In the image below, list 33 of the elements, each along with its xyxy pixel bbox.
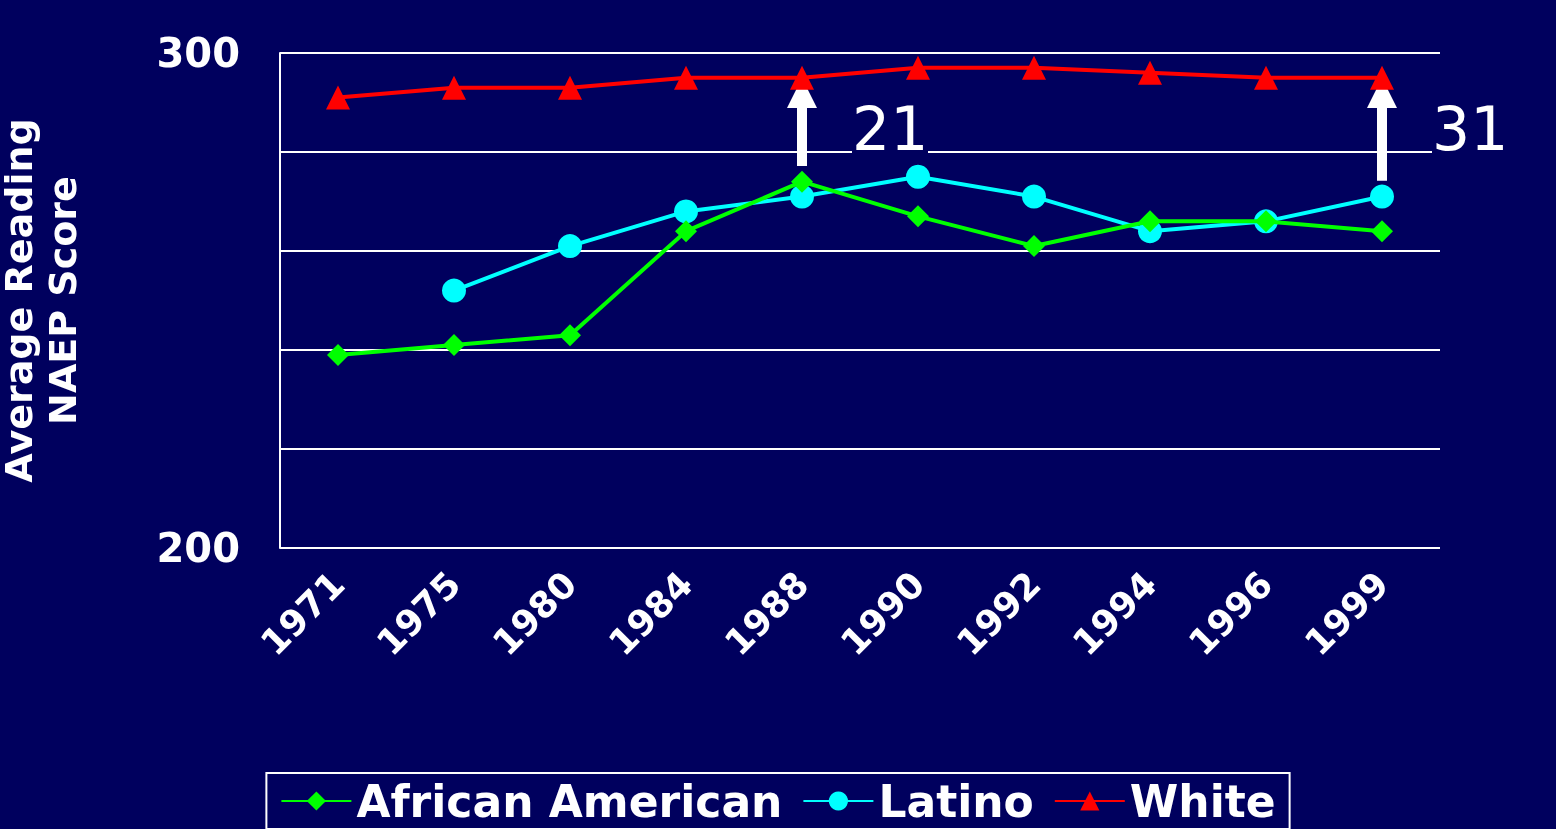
point xyxy=(559,324,581,347)
point xyxy=(443,334,465,357)
point xyxy=(1022,55,1046,80)
point xyxy=(1371,220,1393,243)
point xyxy=(1139,210,1161,233)
point xyxy=(675,220,697,243)
point xyxy=(1370,65,1394,90)
annotation: 21 xyxy=(852,93,929,164)
point xyxy=(906,164,930,189)
point xyxy=(906,55,930,80)
point xyxy=(558,234,582,259)
annotation: 31 xyxy=(1432,93,1509,164)
y-tick-label: 200 xyxy=(156,525,240,571)
y-axis-title: Average Reading NAEP Score xyxy=(0,118,85,483)
point xyxy=(1254,65,1278,90)
legend-label: African American xyxy=(356,775,783,827)
point xyxy=(1023,235,1045,258)
point xyxy=(1022,184,1046,209)
point xyxy=(442,75,466,100)
point xyxy=(442,278,466,303)
point xyxy=(907,205,929,228)
point xyxy=(1138,60,1162,85)
point xyxy=(326,85,350,110)
point xyxy=(1370,184,1394,209)
point xyxy=(790,65,814,90)
point xyxy=(674,65,698,90)
point xyxy=(674,199,698,224)
point xyxy=(558,75,582,100)
point xyxy=(791,170,813,193)
legend-label: White xyxy=(1129,775,1276,827)
y-tick-label: 300 xyxy=(156,30,240,76)
legend-label: Latino xyxy=(878,775,1034,827)
point xyxy=(327,343,349,366)
